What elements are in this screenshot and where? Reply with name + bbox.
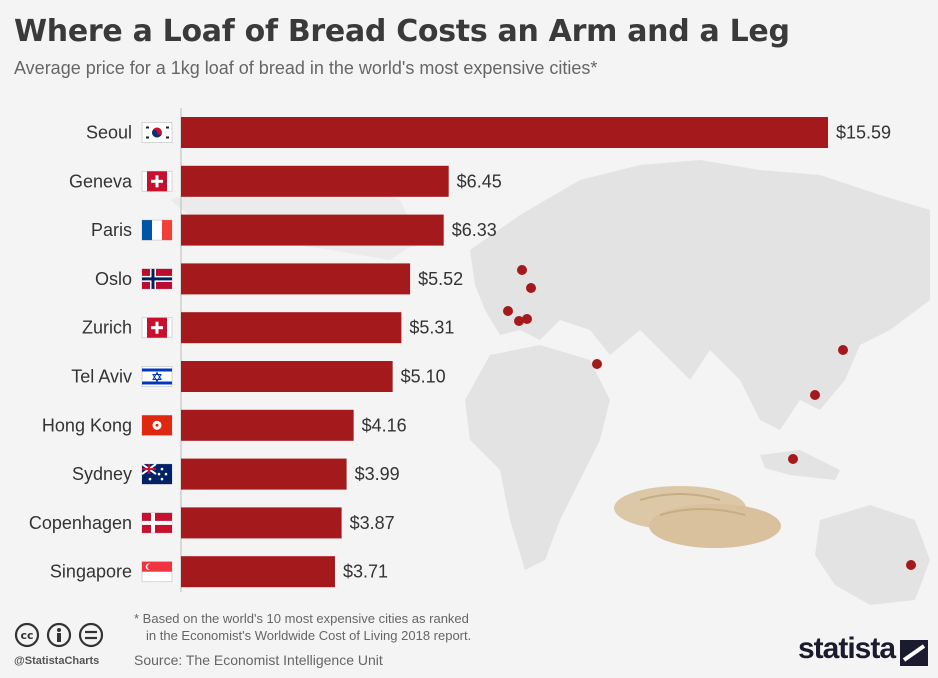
france-flag-icon — [141, 219, 173, 241]
map-marker-zurich — [514, 316, 524, 326]
africa-landmass — [465, 345, 610, 570]
australia-flag-icon — [141, 463, 173, 485]
source-note: Source: The Economist Intelligence Unit — [134, 652, 383, 668]
bar-copenhagen — [181, 507, 342, 539]
category-label-singapore: Singapore — [50, 562, 132, 582]
singapore-flag-icon — [141, 561, 173, 583]
value-label-singapore: $3.71 — [343, 562, 388, 582]
category-label-copenhagen: Copenhagen — [29, 513, 132, 533]
value-label-hong-kong: $4.16 — [362, 415, 407, 435]
value-label-tel-aviv: $5.10 — [401, 367, 446, 387]
statista-logo-icon — [900, 640, 928, 666]
no-derivatives-icon — [78, 622, 104, 648]
value-label-zurich: $5.31 — [409, 318, 454, 338]
bar-zurich — [181, 312, 402, 344]
page-subtitle: Average price for a 1kg loaf of bread in… — [14, 58, 598, 78]
denmark-flag-icon — [141, 512, 173, 534]
value-label-seoul: $15.59 — [836, 123, 891, 143]
footnote-line-1: * Based on the world's 10 most expensive… — [134, 611, 469, 626]
map-marker-seoul — [838, 345, 848, 355]
map-marker-paris — [503, 306, 513, 316]
map-marker-sydney — [906, 560, 916, 570]
switzerland-flag-icon — [141, 317, 173, 339]
category-label-paris: Paris — [91, 220, 132, 240]
category-label-tel-aviv: Tel Aviv — [71, 367, 132, 387]
category-label-sydney: Sydney — [72, 464, 132, 484]
australia-landmass — [815, 505, 930, 605]
map-marker-oslo — [517, 265, 527, 275]
map-marker-hong-kong — [810, 390, 820, 400]
statista-logo-text: statista — [798, 632, 896, 665]
hong-kong-flag-icon — [141, 414, 173, 436]
norway-flag-icon — [141, 268, 173, 290]
south-korea-flag-icon — [141, 122, 173, 143]
statista-handle: @StatistaCharts — [14, 655, 100, 667]
bread-loaves-illustration — [614, 486, 781, 548]
category-label-hong-kong: Hong Kong — [42, 415, 132, 435]
category-label-seoul: Seoul — [86, 123, 132, 143]
map-marker-singapore — [788, 454, 798, 464]
map-marker-tel-aviv — [592, 359, 602, 369]
bar-hong-kong — [181, 409, 354, 441]
category-label-geneva: Geneva — [69, 171, 133, 191]
bar-seoul — [181, 117, 828, 148]
attribution-icon — [46, 622, 72, 648]
eurasia-landmass — [470, 160, 930, 430]
indonesia-landmass — [760, 450, 840, 480]
page-title: Where a Loaf of Bread Costs an Arm and a… — [14, 14, 790, 49]
license-icons: cc — [14, 622, 104, 648]
creative-commons-icon — [14, 622, 40, 648]
footnote: * Based on the world's 10 most expensive… — [134, 610, 654, 644]
svg-text:cc: cc — [20, 629, 33, 642]
value-label-oslo: $5.52 — [418, 269, 463, 289]
map-marker-copenhagen — [526, 283, 536, 293]
category-label-zurich: Zurich — [82, 318, 132, 338]
bar-tel-aviv — [181, 361, 393, 392]
footnote-line-2: in the Economist's Worldwide Cost of Liv… — [146, 628, 472, 643]
bar-sydney — [181, 458, 347, 490]
israel-flag-icon — [141, 366, 173, 387]
bar-geneva — [181, 165, 449, 197]
map-marker-geneva — [522, 314, 532, 324]
bar-singapore — [181, 556, 335, 588]
bar-paris — [181, 214, 444, 246]
value-label-paris: $6.33 — [452, 220, 497, 240]
value-label-geneva: $6.45 — [457, 171, 502, 191]
switzerland-flag-icon — [141, 170, 173, 192]
category-label-oslo: Oslo — [95, 269, 132, 289]
value-label-copenhagen: $3.87 — [350, 513, 395, 533]
value-label-sydney: $3.99 — [355, 464, 400, 484]
bar-oslo — [181, 263, 411, 295]
